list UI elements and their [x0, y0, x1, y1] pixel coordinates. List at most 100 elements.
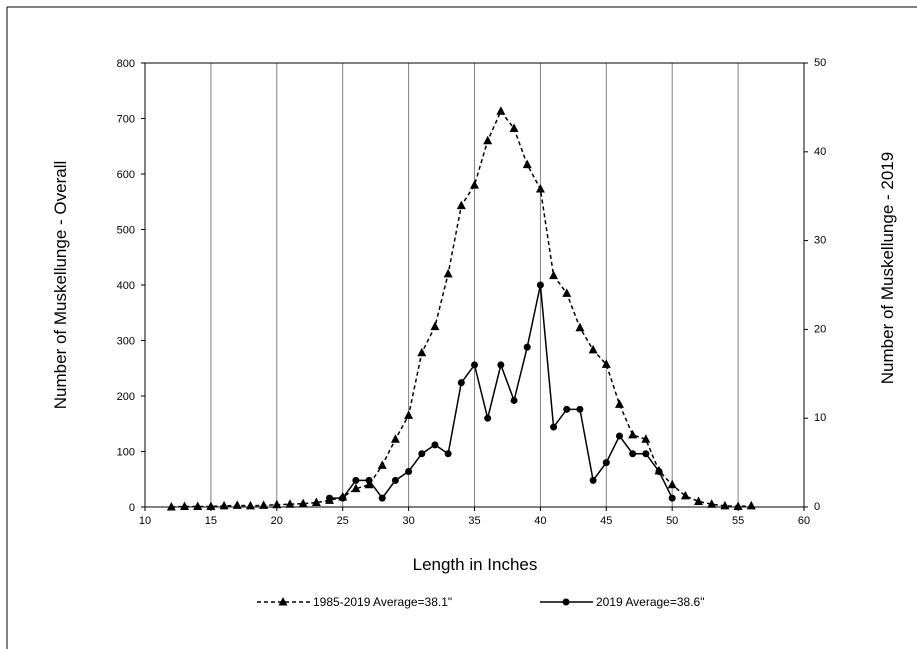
marker: [535, 183, 545, 193]
marker: [232, 500, 242, 509]
marker: [219, 500, 229, 510]
marker: [550, 423, 558, 431]
marker: [180, 501, 190, 510]
marker: [720, 500, 730, 510]
marker: [431, 441, 439, 449]
marker: [668, 494, 676, 502]
marker: [655, 467, 663, 475]
marker: [351, 483, 361, 493]
marker: [298, 498, 308, 508]
y2-tick-label: 30: [814, 235, 826, 247]
marker: [602, 459, 610, 467]
marker: [562, 288, 572, 297]
marker: [615, 432, 623, 440]
x-tick-label: 55: [732, 515, 744, 527]
y2-tick-label: 50: [814, 57, 826, 69]
marker: [193, 501, 203, 510]
marker: [497, 361, 505, 369]
marker: [259, 500, 269, 509]
marker: [575, 322, 585, 332]
x-tick-label: 50: [666, 515, 678, 527]
marker: [549, 270, 559, 280]
marker: [377, 460, 387, 469]
y-tick-label: 200: [117, 391, 135, 403]
x-tick-label: 20: [271, 515, 283, 527]
y2-tick-label: 40: [814, 146, 826, 158]
marker: [326, 494, 334, 502]
marker: [471, 361, 478, 369]
marker: [390, 434, 400, 443]
marker: [364, 479, 374, 489]
marker: [444, 450, 452, 458]
x-tick-label: 35: [468, 515, 480, 527]
legend-label: 2019 Average=38.6": [596, 595, 704, 609]
y2-tick-label: 20: [814, 323, 826, 335]
marker: [629, 450, 637, 458]
marker: [378, 494, 386, 502]
y-tick-label: 0: [129, 502, 135, 514]
y-axis-title: Number of Muskellunge - Overall: [51, 161, 70, 409]
y-tick-label: 100: [117, 447, 135, 459]
marker: [628, 429, 638, 439]
x-tick-label: 15: [205, 515, 217, 527]
marker: [667, 479, 677, 489]
marker: [614, 399, 624, 408]
marker: [405, 467, 413, 475]
marker: [601, 359, 611, 368]
marker: [522, 159, 532, 169]
marker: [285, 499, 295, 508]
marker: [311, 497, 321, 507]
x-tick-label: 10: [139, 515, 151, 527]
y-tick-label: 600: [117, 169, 135, 181]
marker: [457, 379, 465, 387]
marker: [206, 501, 216, 510]
marker: [430, 321, 440, 331]
y-tick-label: 400: [117, 280, 135, 292]
marker: [470, 180, 479, 189]
marker: [417, 347, 427, 357]
x-tick-label: 45: [600, 515, 612, 527]
x-axis-title: Length in Inches: [413, 555, 538, 574]
y2-tick-label: 0: [814, 501, 820, 513]
y-tick-label: 800: [117, 58, 135, 70]
marker: [509, 123, 519, 132]
marker: [641, 434, 651, 443]
y2-axis-title: Number of Muskellunge - 2019: [878, 152, 897, 384]
marker: [496, 106, 506, 115]
legend-marker: [278, 597, 288, 606]
y-tick-label: 700: [117, 114, 135, 126]
y-tick-label: 500: [117, 225, 135, 237]
marker: [523, 343, 531, 351]
y-tick-label: 300: [117, 336, 135, 348]
marker: [484, 414, 492, 422]
marker: [746, 500, 756, 510]
marker: [352, 476, 360, 484]
y2-tick-label: 10: [814, 412, 826, 424]
marker: [456, 200, 466, 210]
marker: [576, 405, 584, 413]
marker: [443, 268, 453, 278]
marker: [418, 450, 426, 458]
marker: [536, 281, 544, 289]
x-tick-label: 60: [798, 515, 810, 527]
legend-marker: [562, 598, 570, 606]
x-tick-label: 40: [534, 515, 546, 527]
marker: [733, 501, 743, 510]
marker: [563, 405, 571, 413]
x-tick-label: 25: [337, 515, 349, 527]
marker: [166, 502, 176, 511]
marker: [510, 396, 518, 404]
marker: [404, 410, 414, 419]
marker: [339, 494, 347, 502]
plot-area: [144, 62, 805, 508]
marker: [483, 135, 493, 145]
x-tick-label: 30: [402, 515, 414, 527]
marker: [707, 499, 717, 508]
marker: [694, 496, 704, 505]
marker: [642, 450, 650, 458]
marker: [589, 476, 597, 484]
marker: [272, 499, 282, 509]
marker: [391, 476, 399, 484]
